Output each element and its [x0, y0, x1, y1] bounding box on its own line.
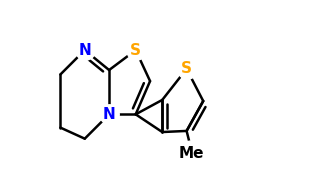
- Text: N: N: [103, 107, 116, 122]
- Text: S: S: [130, 43, 141, 58]
- Text: S: S: [181, 62, 192, 76]
- Text: N: N: [78, 43, 91, 58]
- Text: Me: Me: [178, 146, 204, 161]
